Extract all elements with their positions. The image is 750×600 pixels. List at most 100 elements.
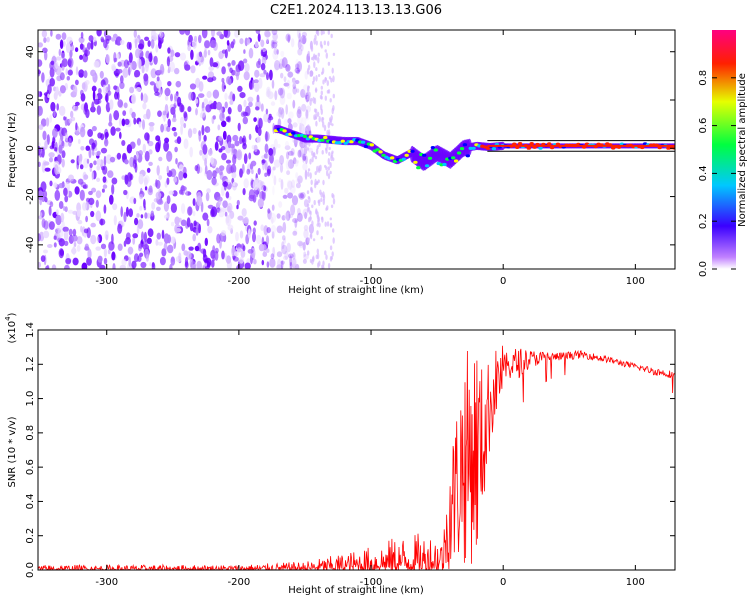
- noise-blob: [292, 99, 296, 109]
- noise-blob: [142, 244, 150, 251]
- noise-blob: [144, 36, 150, 41]
- noise-blob: [153, 55, 158, 65]
- noise-blob: [63, 240, 69, 246]
- noise-blob: [322, 198, 325, 206]
- noise-blob: [135, 48, 140, 59]
- noise-blob: [328, 76, 332, 80]
- noise-blob: [95, 246, 101, 251]
- noise-blob: [329, 98, 332, 103]
- noise-blob: [124, 159, 129, 165]
- noise-blob: [79, 43, 84, 50]
- noise-blob: [188, 246, 194, 251]
- noise-blob: [311, 256, 315, 262]
- noise-blob: [266, 72, 269, 81]
- noise-blob: [329, 223, 333, 228]
- noise-blob: [314, 155, 318, 160]
- noise-blob: [86, 42, 92, 50]
- noise-blob: [180, 184, 185, 196]
- noise-blob: [229, 99, 234, 105]
- noise-blob: [119, 39, 125, 45]
- noise-blob: [236, 149, 243, 161]
- noise-blob: [51, 140, 55, 149]
- noise-blob: [278, 112, 283, 118]
- noise-blob: [322, 191, 325, 199]
- noise-blob: [50, 101, 56, 112]
- noise-blob: [192, 210, 196, 217]
- noise-blob: [316, 111, 320, 118]
- noise-blob: [166, 125, 171, 132]
- noise-blob: [324, 49, 327, 53]
- noise-blob: [216, 233, 221, 244]
- noise-blob: [315, 209, 318, 215]
- noise-blob: [280, 108, 285, 119]
- noise-blob: [297, 240, 304, 247]
- noise-blob: [91, 171, 95, 181]
- noise-blob: [69, 50, 73, 58]
- noise-blob: [134, 217, 139, 226]
- noise-blob: [161, 229, 165, 239]
- noise-blob: [154, 91, 160, 97]
- noise-blob: [244, 262, 251, 269]
- noise-blob: [194, 245, 200, 252]
- noise-blob: [322, 30, 325, 35]
- noise-blob: [123, 102, 128, 109]
- noise-blob: [218, 200, 222, 206]
- noise-blob: [299, 122, 303, 128]
- noise-blob: [272, 246, 276, 258]
- noise-blob: [101, 166, 105, 171]
- noise-blob: [136, 224, 140, 235]
- colorbar-tick-label: 0.2: [698, 213, 709, 229]
- signal-core: [471, 146, 476, 150]
- noise-blob: [80, 146, 85, 151]
- noise-blob: [63, 142, 70, 147]
- noise-blob: [147, 140, 154, 147]
- noise-blob: [69, 44, 75, 52]
- noise-blob: [239, 38, 244, 45]
- noise-blob: [156, 76, 160, 82]
- noise-blob: [150, 68, 157, 79]
- noise-blob: [61, 150, 66, 159]
- noise-blob: [273, 175, 277, 186]
- noise-blob: [265, 131, 268, 142]
- noise-blob: [332, 75, 335, 83]
- signal-core: [340, 139, 345, 143]
- noise-blob: [320, 104, 323, 111]
- noise-blob: [284, 250, 289, 260]
- noise-blob: [67, 209, 74, 214]
- noise-blob: [292, 252, 296, 260]
- noise-blob: [125, 206, 129, 217]
- noise-blob: [243, 49, 246, 54]
- noise-blob: [287, 180, 293, 190]
- noise-blob: [265, 108, 269, 115]
- noise-blob: [310, 46, 313, 50]
- noise-blob: [253, 220, 257, 226]
- noise-blob: [300, 44, 304, 52]
- noise-blob: [276, 264, 283, 269]
- noise-blob: [271, 167, 274, 179]
- noise-blob: [332, 157, 335, 162]
- noise-blob: [227, 78, 232, 86]
- noise-blob: [67, 69, 73, 76]
- noise-blob: [39, 212, 43, 218]
- y-tick-label: 1.0: [25, 391, 36, 407]
- noise-blob: [272, 185, 275, 196]
- noise-blob: [318, 116, 321, 123]
- noise-blob: [296, 88, 300, 93]
- noise-blob: [174, 52, 181, 58]
- noise-blob: [170, 93, 173, 102]
- noise-blob: [256, 136, 261, 143]
- noise-blob: [54, 164, 59, 176]
- noise-blob: [311, 220, 314, 227]
- noise-blob: [246, 38, 251, 45]
- noise-blob: [204, 164, 208, 175]
- spectrogram-plot-area: [38, 30, 675, 269]
- noise-blob: [46, 36, 50, 43]
- noise-blob: [245, 234, 250, 245]
- noise-blob: [292, 82, 297, 90]
- noise-blob: [257, 167, 261, 175]
- noise-blob: [260, 62, 266, 71]
- noise-blob: [202, 212, 209, 221]
- noise-blob: [297, 39, 302, 50]
- noise-blob: [253, 144, 258, 153]
- noise-blob: [303, 144, 308, 156]
